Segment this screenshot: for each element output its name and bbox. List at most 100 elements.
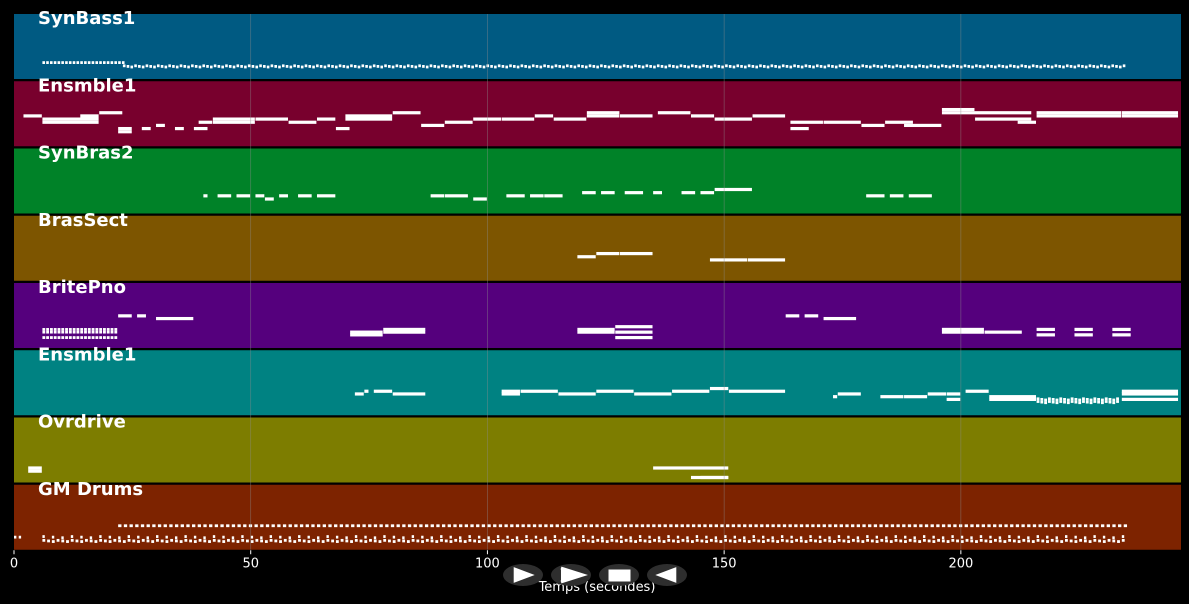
note <box>833 524 838 528</box>
note <box>932 540 936 543</box>
note <box>346 65 349 69</box>
note <box>184 535 187 538</box>
note <box>179 64 183 68</box>
note <box>1058 65 1061 68</box>
note <box>293 540 297 543</box>
note <box>277 524 281 528</box>
rewind-button[interactable] <box>647 564 687 586</box>
note <box>118 524 122 528</box>
note <box>1083 524 1088 528</box>
note <box>156 123 165 128</box>
note <box>1108 397 1112 401</box>
note <box>1027 536 1030 540</box>
note <box>225 64 228 68</box>
note <box>668 64 671 68</box>
note <box>589 524 593 528</box>
note <box>494 65 497 69</box>
note <box>547 65 550 68</box>
note <box>591 540 595 543</box>
note <box>194 65 198 68</box>
note <box>918 540 922 543</box>
note <box>635 524 639 528</box>
note <box>629 536 632 540</box>
note <box>615 325 653 329</box>
note <box>1121 535 1125 538</box>
note <box>255 538 259 542</box>
note <box>411 535 415 538</box>
note <box>566 524 571 528</box>
x-tick-label: 150 <box>712 556 737 571</box>
note <box>1103 65 1107 68</box>
note <box>927 392 947 396</box>
note <box>179 540 183 543</box>
note <box>399 65 402 68</box>
note <box>624 191 644 195</box>
note <box>774 65 777 68</box>
note <box>192 524 196 528</box>
note <box>941 330 984 334</box>
note <box>1100 398 1104 402</box>
note <box>1017 540 1021 543</box>
note <box>1112 524 1116 528</box>
note <box>695 538 699 542</box>
note <box>918 64 921 68</box>
note <box>1035 65 1039 68</box>
note <box>851 538 855 542</box>
note <box>615 65 618 68</box>
note <box>180 524 184 528</box>
note <box>174 524 179 528</box>
note <box>672 539 675 543</box>
note <box>695 535 699 538</box>
note <box>619 251 653 256</box>
note <box>421 535 424 539</box>
note <box>379 524 383 528</box>
note <box>175 65 179 69</box>
note <box>376 65 380 68</box>
fast-forward-button[interactable] <box>551 564 591 586</box>
play-button[interactable] <box>503 564 543 586</box>
note <box>75 539 79 543</box>
note <box>477 535 481 539</box>
note <box>350 540 353 543</box>
note <box>765 524 770 528</box>
note <box>103 539 107 543</box>
note <box>1008 538 1012 542</box>
note <box>47 539 50 543</box>
note <box>87 328 91 331</box>
note <box>28 466 42 470</box>
note <box>771 536 774 540</box>
note <box>237 524 241 528</box>
stop-button[interactable] <box>599 564 639 586</box>
note <box>191 64 194 68</box>
note <box>448 65 452 69</box>
note <box>228 65 232 68</box>
track-band <box>14 14 1181 79</box>
note <box>470 524 474 528</box>
note <box>759 64 762 68</box>
note <box>209 524 213 528</box>
track-notes <box>577 251 786 262</box>
note <box>697 524 701 528</box>
note <box>592 65 596 68</box>
note <box>1123 524 1128 528</box>
note <box>709 65 713 69</box>
note <box>1078 524 1082 528</box>
note <box>705 535 708 539</box>
note <box>184 538 188 542</box>
note <box>989 397 1036 401</box>
note <box>937 65 940 69</box>
note <box>354 392 364 396</box>
note <box>827 64 830 68</box>
note <box>99 111 123 115</box>
note <box>584 65 588 69</box>
note <box>212 117 255 121</box>
note <box>543 64 546 68</box>
note <box>91 328 95 331</box>
note <box>106 328 110 331</box>
note <box>334 65 338 69</box>
note <box>899 65 902 68</box>
note <box>114 336 118 339</box>
track-2 <box>14 148 1181 214</box>
note <box>964 524 968 528</box>
note <box>53 336 57 339</box>
